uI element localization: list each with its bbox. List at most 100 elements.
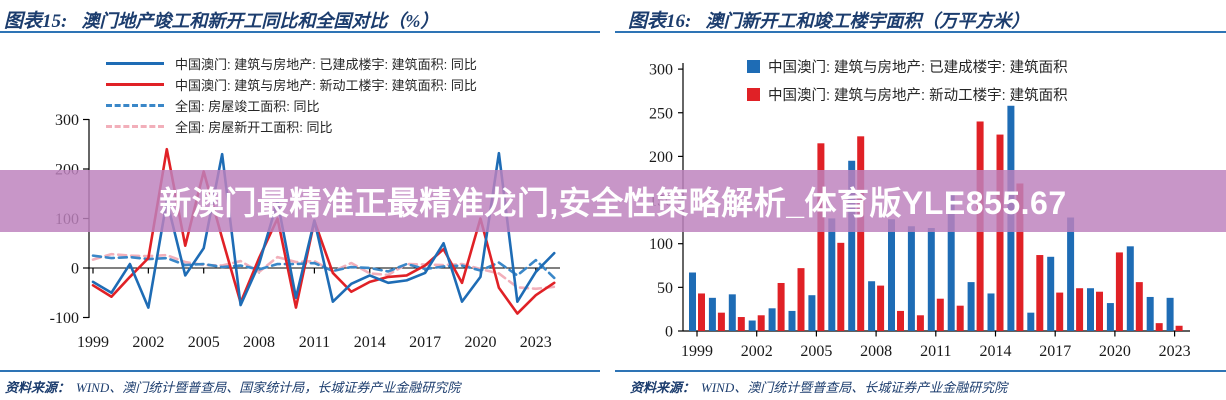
bar-newstart-2006 [837,242,845,331]
bar-newstart-2023 [1175,325,1183,331]
bar-newstart-2008 [877,285,885,331]
tick-label: 2008 [860,343,892,360]
bar-completed-2009 [888,219,895,331]
bar-completed-2016 [1027,312,1035,331]
legend-item: 全国: 房屋新开工面积: 同比 [106,116,477,137]
watermark-text: 新澳门最精准正最精准龙门,安全性策略解析_体育版YLE855.67 [159,185,1067,221]
fig15-legend: 中国澳门: 建筑与房地产: 已建成楼宇: 建筑面积: 同比 中国澳门: 建筑与房… [106,53,477,137]
tick-label: 2023 [520,334,552,351]
legend-label: 中国澳门: 建筑与房地产: 新动工楼宇: 建筑面积 [768,87,1068,104]
tick-label: 300 [55,112,79,129]
bar-newstart-2001 [737,317,745,331]
bar-completed-2000 [708,297,716,331]
source-text: WIND、澳门统计暨普查局、长城证券产业金融研究院 [701,380,1008,395]
fig16-title-rule [615,31,1226,33]
source-label: 资料来源： [5,380,71,395]
line-sample-macau-newstart [106,83,164,86]
tick-label: 2017 [409,334,441,351]
legend-item: 中国澳门: 建筑与房地产: 已建成楼宇: 建筑面积: 同比 [106,53,477,74]
tick-label: 2014 [354,334,386,351]
tick-label: 2020 [464,334,496,351]
bar-completed-2007 [848,160,856,331]
watermark-banner: 新澳门最精准正最精准龙门,安全性策略解析_体育版YLE855.67 [0,170,1226,232]
bar-newstart-2020 [1115,252,1123,331]
fig16-source-rule [615,370,1226,372]
source-label: 资料来源： [630,380,696,395]
tick-label: 2014 [980,343,1012,360]
legend-label: 中国澳门: 建筑与房地产: 已建成楼宇: 建筑面积 [768,59,1068,76]
source-text: WIND、澳门统计暨普查局、国家统计局，长城证券产业金融研究院 [76,380,461,395]
bar-newstart-2018 [1076,288,1084,331]
fig16-source: 资料来源： WIND、澳门统计暨普查局、长城证券产业金融研究院 [630,377,1007,396]
tick-label: 2011 [299,334,330,351]
bar-completed-2023 [1166,297,1174,331]
tick-label: 2017 [1039,343,1071,360]
bar-completed-1999 [689,272,696,331]
swatch-completed-bars [747,59,760,73]
bar-completed-2004 [788,310,796,331]
legend-label: 中国澳门: 建筑与房地产: 新动工楼宇: 建筑面积: 同比 [175,78,477,93]
tick-label: 2005 [800,343,832,360]
bar-completed-2012 [947,191,955,331]
bar-newstart-2011 [936,298,944,331]
fig15-title-label: 图表15: [4,11,68,32]
tick-label: -100 [50,310,79,327]
fig16-title-label: 图表16: [628,11,692,32]
bar-completed-2001 [728,294,736,331]
bar-newstart-2002 [757,315,765,331]
bar-newstart-2009 [897,310,904,331]
bar-newstart-2019 [1096,291,1103,331]
legend-item: 中国澳门: 建筑与房地产: 已建成楼宇: 建筑面积 [747,52,1068,80]
bar-completed-2006 [828,218,836,331]
bar-completed-2005 [808,295,816,331]
bar-newstart-2000 [717,312,725,331]
bar-completed-2011 [927,227,935,331]
legend-item: 中国澳门: 建筑与房地产: 新动工楼宇: 建筑面积 [747,80,1068,108]
bar-newstart-2012 [956,305,964,331]
bar-newstart-2022 [1155,323,1163,331]
bar-newstart-1999 [698,293,705,331]
bar-newstart-2016 [1036,255,1044,331]
tick-label: 1999 [681,343,713,360]
fig15-series-2 [91,254,556,280]
fig16-legend: 中国澳门: 建筑与房地产: 已建成楼宇: 建筑面积 中国澳门: 建筑与房地产: … [747,52,1068,108]
tick-label: 0 [71,261,79,278]
legend-item: 全国: 房屋竣工面积: 同比 [106,95,477,116]
tick-label: 250 [649,105,673,122]
legend-label: 全国: 房屋竣工面积: 同比 [175,99,320,114]
bar-completed-2003 [768,308,776,331]
line-sample-national-newstart [106,125,164,128]
tick-label: 1999 [77,334,109,351]
bar-completed-2021 [1126,246,1134,331]
tick-label: 200 [649,149,673,166]
bar-newstart-2007 [857,136,865,331]
bar-completed-2008 [868,281,876,331]
bar-completed-2013 [967,282,975,331]
bar-completed-2010 [907,226,915,331]
fig15-series-3 [91,252,556,291]
tick-label: 2023 [1159,343,1191,360]
tick-label: 2008 [243,334,275,351]
bar-completed-2019 [1087,288,1094,331]
legend-label: 中国澳门: 建筑与房地产: 已建成楼宇: 建筑面积: 同比 [175,57,477,72]
bar-newstart-2017 [1056,292,1064,331]
fig16-title: 图表16: 澳门新开工和竣工楼宇面积（万平方米） [628,6,1029,33]
tick-label: 0 [665,324,673,341]
bar-newstart-2010 [916,315,924,331]
swatch-newstart-bars [747,87,760,101]
legend-label: 全国: 房屋新开工面积: 同比 [175,120,333,135]
tick-label: 2002 [741,343,773,360]
legend-item: 中国澳门: 建筑与房地产: 新动工楼宇: 建筑面积: 同比 [106,74,477,95]
tick-label: 2011 [920,343,951,360]
tick-label: 2005 [188,334,220,351]
bar-newstart-2014 [996,134,1004,331]
bar-completed-2002 [748,320,756,331]
fig15-title-rule [0,31,600,33]
bar-newstart-2015 [1016,183,1024,331]
line-sample-macau-completed [106,62,164,65]
bar-newstart-2021 [1135,282,1143,331]
bar-completed-2020 [1106,303,1114,331]
tick-label: 2020 [1099,343,1131,360]
bar-completed-2017 [1047,256,1055,331]
